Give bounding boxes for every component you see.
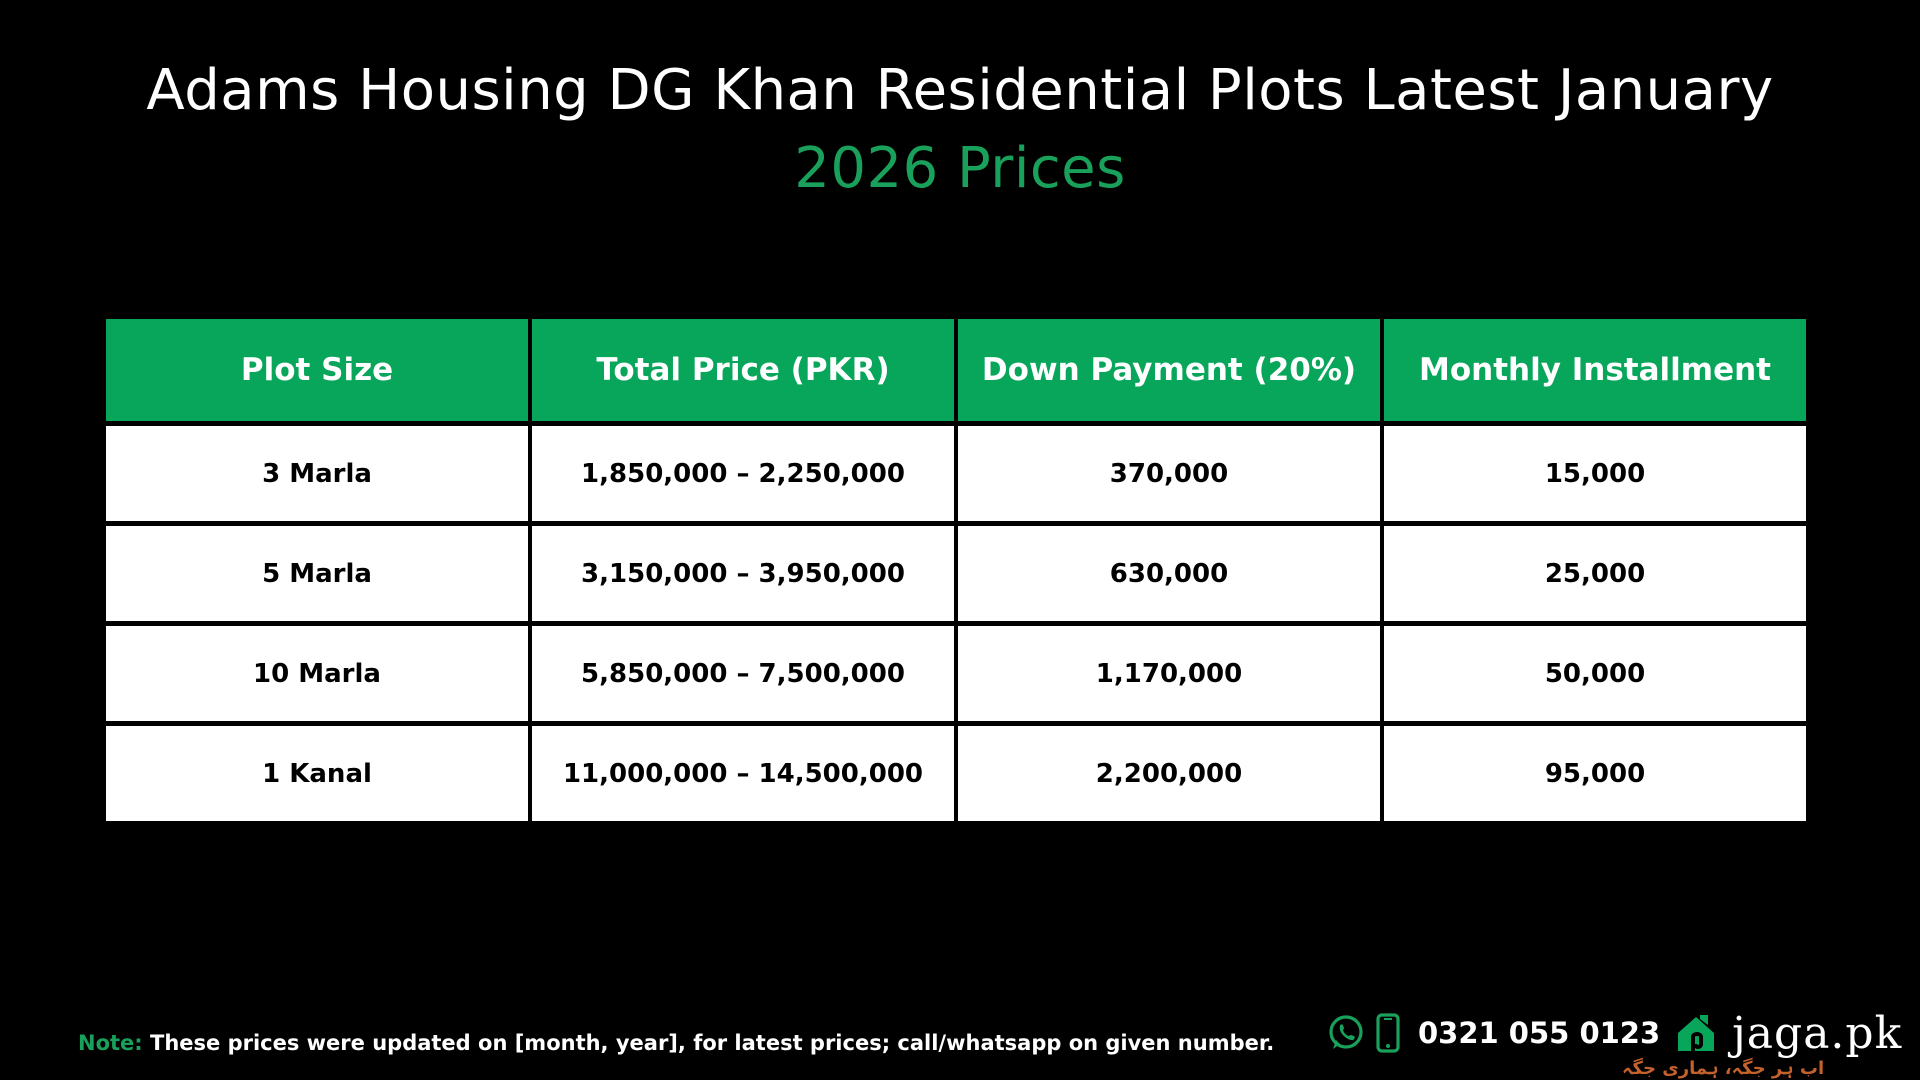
cell-monthly-installment: 95,000 (1384, 726, 1806, 821)
cell-total-price: 11,000,000 – 14,500,000 (532, 726, 954, 821)
header-monthly-installment: Monthly Installment (1384, 319, 1806, 421)
table-row: 5 Marla 3,150,000 – 3,950,000 630,000 25… (106, 526, 1806, 621)
cell-down-payment: 2,200,000 (958, 726, 1380, 821)
cell-down-payment: 1,170,000 (958, 626, 1380, 721)
cell-plot-size: 3 Marla (106, 426, 528, 521)
cell-monthly-installment: 25,000 (1384, 526, 1806, 621)
cell-plot-size: 1 Kanal (106, 726, 528, 821)
table-row: 10 Marla 5,850,000 – 7,500,000 1,170,000… (106, 626, 1806, 721)
page-title: Adams Housing DG Khan Residential Plots … (0, 52, 1920, 208)
cell-plot-size: 5 Marla (106, 526, 528, 621)
note-label: Note: (78, 1031, 143, 1055)
header-down-payment: Down Payment (20%) (958, 319, 1380, 421)
brand-name: jaga.pk (1732, 1007, 1903, 1059)
brand-tagline: اب ہر جگہ، ہماری جگہ (1622, 1058, 1825, 1079)
whatsapp-icon[interactable] (1326, 1013, 1366, 1053)
header-plot-size: Plot Size (106, 319, 528, 421)
table-row: 3 Marla 1,850,000 – 2,250,000 370,000 15… (106, 426, 1806, 521)
cell-total-price: 5,850,000 – 7,500,000 (532, 626, 954, 721)
cell-plot-size: 10 Marla (106, 626, 528, 721)
cell-total-price: 1,850,000 – 2,250,000 (532, 426, 954, 521)
brand-logo[interactable]: jaga.pk (1674, 1008, 1902, 1059)
cell-monthly-installment: 50,000 (1384, 626, 1806, 721)
cell-down-payment: 370,000 (958, 426, 1380, 521)
title-line-2: 2026 Prices (794, 136, 1126, 201)
price-table: Plot Size Total Price (PKR) Down Payment… (102, 314, 1810, 826)
cell-monthly-installment: 15,000 (1384, 426, 1806, 521)
table-row: 1 Kanal 11,000,000 – 14,500,000 2,200,00… (106, 726, 1806, 821)
table-header-row: Plot Size Total Price (PKR) Down Payment… (106, 319, 1806, 421)
note-text: These prices were updated on [month, yea… (142, 1031, 1275, 1055)
header-total-price: Total Price (PKR) (532, 319, 954, 421)
cell-down-payment: 630,000 (958, 526, 1380, 621)
footer-note: Note: These prices were updated on [mont… (78, 1031, 1274, 1055)
mobile-phone-icon[interactable] (1374, 1013, 1402, 1053)
title-line-1: Adams Housing DG Khan Residential Plots … (146, 58, 1774, 123)
phone-number[interactable]: 0321 055 0123 (1418, 1016, 1661, 1050)
contact-bar: 0321 055 0123 jaga.pk (1326, 1008, 1902, 1059)
cell-total-price: 3,150,000 – 3,950,000 (532, 526, 954, 621)
jaga-house-logo-icon (1674, 1011, 1718, 1055)
